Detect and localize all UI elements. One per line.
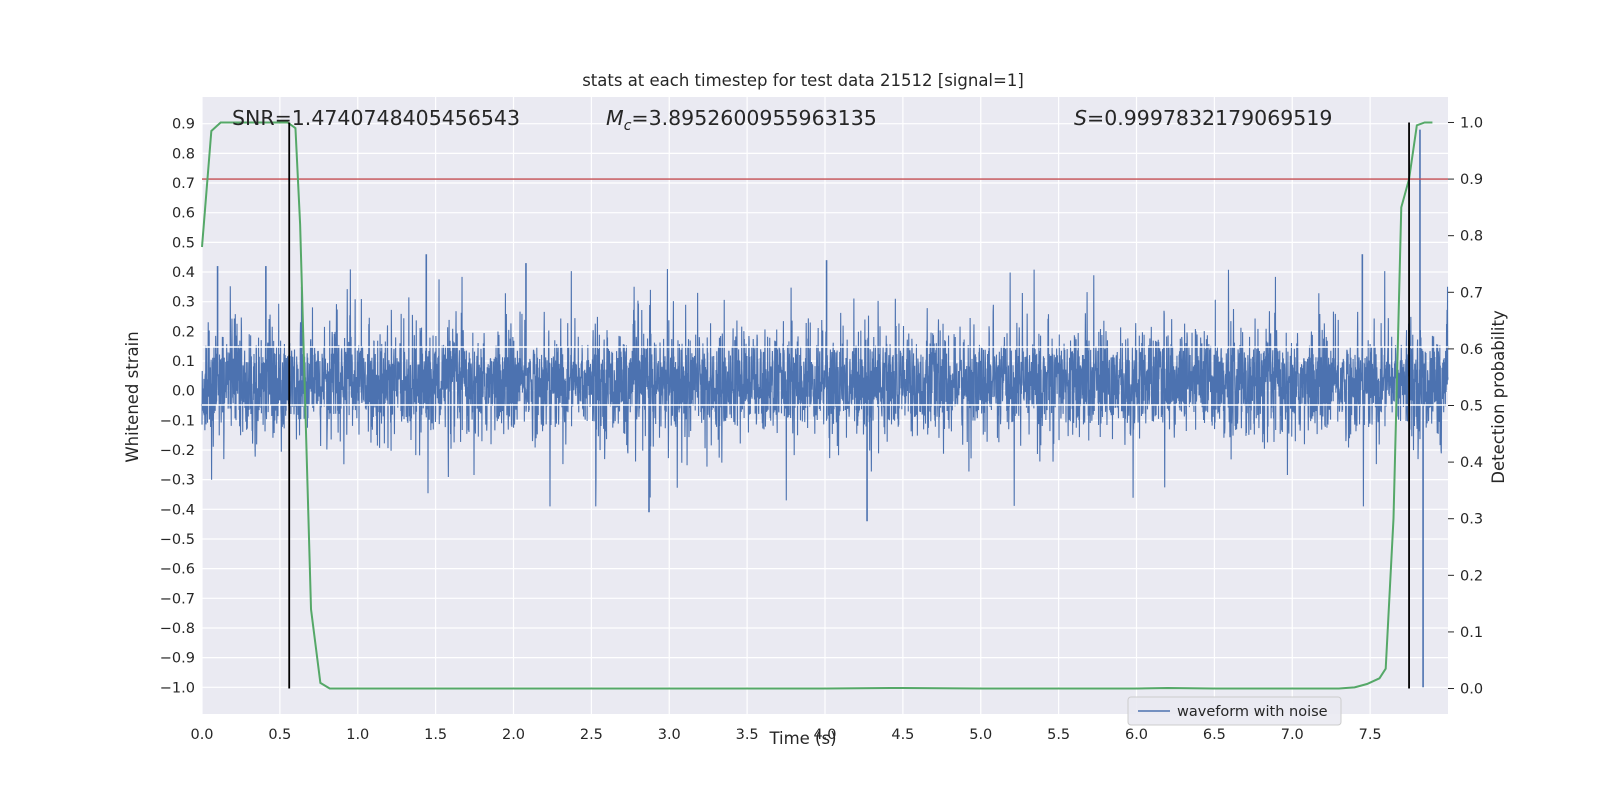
y-tick-label: 0.5 <box>172 235 195 251</box>
x-axis-label: Time (s) <box>768 729 836 748</box>
y2-tick-label: 0.1 <box>1460 625 1483 641</box>
y-tick-label: 0.6 <box>172 206 195 222</box>
y-tick-label: 0.0 <box>172 384 195 400</box>
chirp-mass-subscript: c <box>624 118 632 134</box>
y2-tick-label: 0.6 <box>1460 342 1483 358</box>
waveform-trace <box>201 269 1449 507</box>
legend: waveform with noise <box>1127 696 1342 726</box>
y2-axis-ticks: 1.0 0.9 0.8 0.7 0.6 0.5 0.4 0.3 0.2 0.1 0.0 <box>1448 115 1483 698</box>
x-tick-label: 0.0 <box>190 727 213 743</box>
y-tick-label: 0.8 <box>172 146 195 162</box>
chirp-mass-symbol: M <box>606 106 624 130</box>
y-tick-label: −0.8 <box>160 621 195 637</box>
y2-tick-label: 0.8 <box>1460 229 1483 245</box>
x-tick-label: 1.0 <box>346 727 369 743</box>
score-symbol: S <box>1074 106 1087 130</box>
x-tick-label: 2.0 <box>502 727 525 743</box>
y-tick-label: −0.6 <box>160 562 195 578</box>
x-tick-label: 2.5 <box>580 727 603 743</box>
vertical-markers <box>288 122 1410 689</box>
x-tick-label: 5.5 <box>1047 727 1070 743</box>
x-tick-label: 1.5 <box>424 727 447 743</box>
legend-box <box>1127 696 1342 726</box>
chirp-mass-annotation: Mc=3.8952600955963135 <box>606 106 877 134</box>
y2-axis-label: Detection probability <box>1489 310 1508 484</box>
y-tick-label: −0.5 <box>160 532 195 548</box>
y-tick-label: 0.2 <box>172 324 195 340</box>
y-tick-label: 0.7 <box>172 176 195 192</box>
y2-tick-label: 0.4 <box>1460 455 1483 471</box>
y2-tick-label: 0.2 <box>1460 568 1483 584</box>
x-tick-label: 0.5 <box>268 727 291 743</box>
y-tick-label: −1.0 <box>160 680 195 696</box>
waveform-series <box>201 129 1449 688</box>
x-tick-label: 6.0 <box>1125 727 1148 743</box>
x-axis-ticks: 0.0 0.5 1.0 1.5 2.0 2.5 3.0 3.5 4.0 4.5 5.0 5.5 6.0 6… <box>190 727 1381 743</box>
legend-waveform-label: waveform with noise <box>1177 704 1328 720</box>
y-tick-label: −0.9 <box>160 651 195 667</box>
y-tick-label: −0.3 <box>160 473 195 489</box>
score-value: =0.9997832179069519 <box>1087 106 1332 130</box>
y-tick-label: 0.9 <box>172 117 195 133</box>
chart-title: stats at each timestep for test data 215… <box>582 71 1024 90</box>
x-tick-label: 3.5 <box>736 727 759 743</box>
y2-tick-label: 0.0 <box>1460 682 1483 698</box>
snr-annotation: SNR=1.4740748405456543 <box>232 106 520 130</box>
y2-tick-label: 0.5 <box>1460 399 1483 415</box>
y-tick-label: 0.3 <box>172 295 195 311</box>
chirp-mass-value: =3.8952600955963135 <box>631 106 876 130</box>
x-tick-label: 6.5 <box>1203 727 1226 743</box>
y-tick-label: −0.1 <box>160 413 195 429</box>
score-annotation: S=0.9997832179069519 <box>1074 106 1332 130</box>
x-tick-label: 7.5 <box>1359 727 1382 743</box>
y-tick-label: −0.7 <box>160 591 195 607</box>
y-tick-label: 0.1 <box>172 354 195 370</box>
y-tick-label: −0.2 <box>160 443 195 459</box>
y2-tick-label: 0.3 <box>1460 512 1483 528</box>
x-tick-label: 7.0 <box>1281 727 1304 743</box>
x-tick-label: 5.0 <box>969 727 992 743</box>
x-tick-label: 4.0 <box>813 727 836 743</box>
detection-probability-line <box>201 121 1433 690</box>
y-tick-label: 0.4 <box>172 265 195 281</box>
y2-tick-label: 0.9 <box>1460 172 1483 188</box>
x-tick-label: 4.5 <box>891 727 914 743</box>
y-axis-label: Whitened strain <box>123 331 142 462</box>
x-tick-label: 3.0 <box>658 727 681 743</box>
y2-tick-label: 0.7 <box>1460 285 1483 301</box>
y-tick-label: −0.4 <box>160 502 195 518</box>
y2-tick-label: 1.0 <box>1460 115 1483 131</box>
y-axis-ticks: 0.9 0.8 0.7 0.6 0.5 0.4 0.3 0.2 0.1 0.0 −0.1 −0.2 −0… <box>160 117 195 697</box>
